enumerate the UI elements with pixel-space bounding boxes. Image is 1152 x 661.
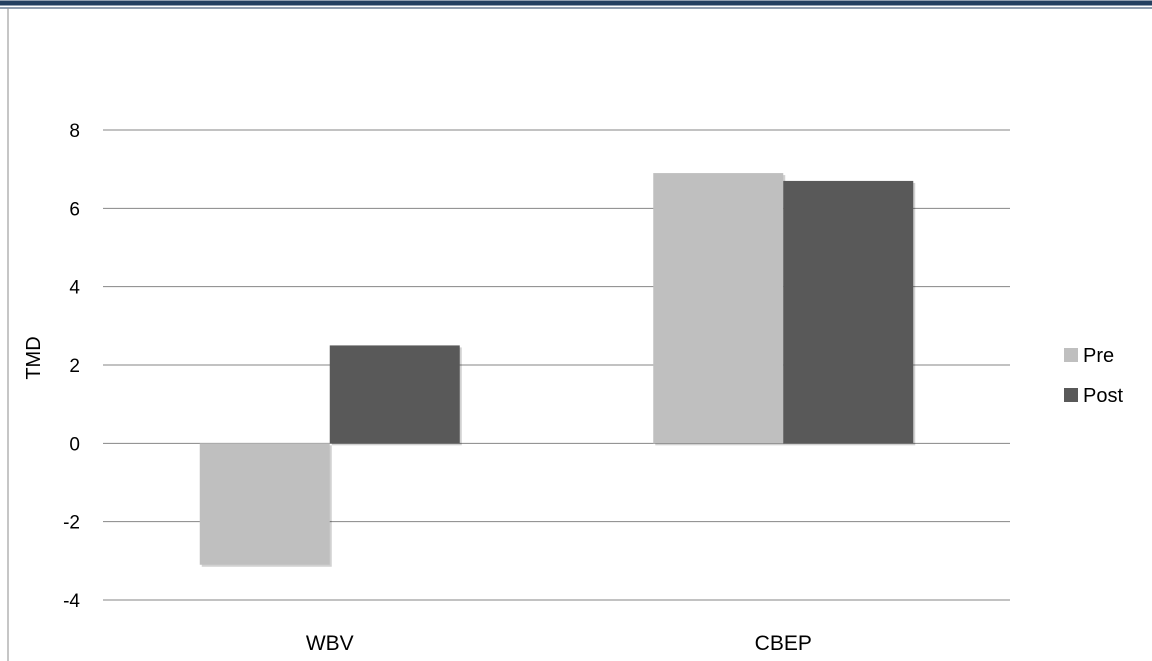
bars xyxy=(199,173,916,567)
x-category-label: CBEP xyxy=(755,632,812,655)
bar-pre-cbep xyxy=(653,173,784,444)
legend-label-pre: Pre xyxy=(1083,345,1114,367)
y-tick-label: 0 xyxy=(69,434,80,455)
legend: Pre Post xyxy=(1064,345,1123,407)
y-tick-label: 8 xyxy=(69,121,80,142)
legend-swatch-pre xyxy=(1064,348,1078,362)
y-tick-label: 6 xyxy=(69,199,80,220)
y-tick-label: -2 xyxy=(63,513,80,534)
x-category-labels: WBV CBEP xyxy=(306,632,812,655)
bar-post-cbep xyxy=(783,180,914,444)
y-tick-label: 2 xyxy=(69,356,80,377)
y-axis-label: TMD xyxy=(23,336,45,379)
bar-pre-wbv xyxy=(199,443,330,565)
x-category-label: WBV xyxy=(306,632,354,655)
legend-swatch-post xyxy=(1064,388,1078,402)
y-tick-label: 4 xyxy=(69,278,80,299)
legend-label-post: Post xyxy=(1083,385,1123,407)
y-tick-labels: -4 -2 0 2 4 6 8 xyxy=(63,121,80,612)
bar-post-wbv xyxy=(329,345,460,444)
y-tick-label: -4 xyxy=(63,591,80,612)
